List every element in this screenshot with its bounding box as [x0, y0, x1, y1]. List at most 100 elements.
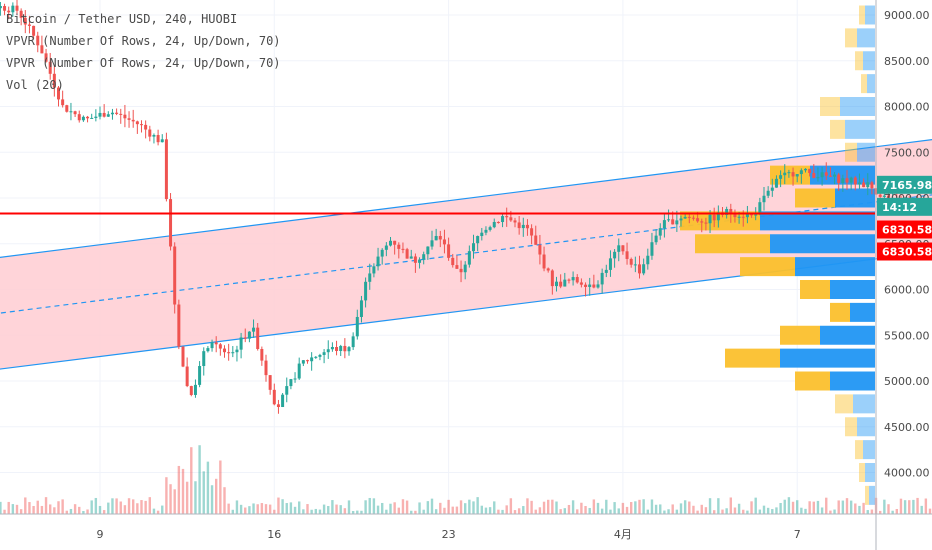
x-tick-label: 9	[97, 528, 104, 541]
candle-body	[65, 105, 69, 112]
line-price-badge-2-text: 6830.58	[882, 246, 932, 259]
volume-bar	[700, 504, 703, 514]
candle-body	[256, 327, 260, 349]
candle-body	[546, 268, 550, 271]
volume-bar	[102, 510, 106, 514]
volume-bar	[908, 500, 911, 514]
legend-vpvr-1[interactable]: VPVR (Number Of Rows, 24, Up/Down, 70)	[6, 34, 281, 48]
volume-bar	[36, 500, 39, 514]
line-price-badge-2-bg	[877, 242, 932, 261]
candle-body	[32, 25, 36, 36]
candle-body	[646, 255, 650, 265]
candle-body	[401, 248, 405, 250]
candle-body	[81, 116, 85, 121]
candle-body	[480, 232, 484, 237]
volume-bar	[775, 507, 778, 514]
volume-bar	[7, 501, 10, 514]
volume-bar	[298, 501, 301, 514]
candle-body	[451, 257, 455, 266]
candle-body	[314, 356, 318, 358]
legend-volume[interactable]: Vol (20)	[6, 78, 64, 92]
volume-bar	[559, 509, 562, 514]
volume-bar	[895, 508, 898, 514]
candle-body	[335, 346, 339, 351]
legend-vpvr-2[interactable]: VPVR (Number Of Rows, 24, Up/Down, 70)	[6, 56, 281, 70]
candle-body	[816, 177, 820, 179]
volume-bar	[389, 503, 392, 514]
candle-body	[384, 245, 388, 250]
candle-body	[525, 224, 529, 229]
candle-body	[758, 202, 762, 215]
candle-body	[571, 277, 575, 281]
volume-profile-up-bar	[830, 280, 875, 299]
volume-bar	[206, 461, 210, 514]
candle-body	[708, 214, 712, 224]
candle-body	[135, 121, 139, 125]
y-tick-label: 4000.00	[884, 467, 930, 480]
candle-body	[592, 284, 596, 288]
volume-bar	[177, 465, 181, 514]
volume-bar	[185, 481, 189, 514]
volume-bar	[447, 499, 450, 514]
candle-body	[214, 342, 218, 345]
volume-bar	[289, 502, 293, 514]
volume-profile-down-bar	[725, 348, 780, 368]
volume-bar	[223, 487, 226, 514]
volume-bar	[534, 509, 537, 514]
volume-bar	[729, 497, 732, 514]
volume-bar	[24, 497, 27, 514]
candle-body	[413, 256, 417, 263]
candle-body	[857, 182, 861, 185]
volume-bar	[551, 499, 554, 514]
candle-body	[463, 264, 467, 273]
legend-symbol[interactable]: Bitcoin / Tether USD, 240, HUOBI	[6, 12, 238, 26]
candle-body	[418, 259, 422, 263]
candle-body	[115, 112, 119, 114]
candle-body	[555, 281, 558, 287]
volume-bar	[787, 497, 791, 514]
volume-bar	[600, 508, 604, 514]
volume-bar	[480, 505, 483, 514]
volume-profile-up-bar	[820, 325, 875, 345]
volume-bar	[434, 509, 438, 514]
volume-bar	[244, 507, 247, 514]
candle-body	[521, 224, 525, 229]
volume-bar	[443, 507, 446, 514]
volume-bar	[181, 468, 185, 514]
candle-body	[600, 272, 604, 285]
volume-bar	[650, 499, 654, 514]
candle-body	[40, 45, 44, 54]
candle-body	[442, 239, 446, 245]
candle-body	[550, 270, 554, 287]
volume-bar	[215, 478, 218, 514]
volume-bar	[173, 489, 176, 514]
volume-bar	[372, 498, 376, 514]
candle-body	[795, 174, 799, 177]
candle-body	[173, 246, 177, 305]
candle-body	[189, 386, 193, 395]
candle-body	[467, 251, 471, 265]
current-price-badge-text: 7165.98	[882, 179, 932, 192]
volume-bar	[69, 508, 73, 514]
y-tick-label: 5000.00	[884, 375, 930, 388]
volume-bar	[621, 502, 625, 514]
volume-bar	[136, 503, 139, 514]
volume-bar	[825, 497, 828, 514]
volume-bar	[422, 509, 425, 514]
volume-bar	[364, 500, 367, 514]
volume-profile-up-bar	[840, 97, 875, 116]
volume-bar	[194, 481, 197, 514]
volume-bar	[264, 504, 268, 514]
candle-body	[119, 113, 123, 115]
candle-body	[347, 347, 351, 352]
volume-bar	[57, 501, 60, 514]
candle-body	[127, 118, 131, 120]
candle-body	[870, 182, 874, 189]
candle-body	[476, 236, 480, 244]
volume-bar	[754, 497, 757, 514]
volume-bar	[887, 504, 890, 514]
volume-bar	[870, 509, 874, 514]
volume-bar	[127, 498, 131, 514]
